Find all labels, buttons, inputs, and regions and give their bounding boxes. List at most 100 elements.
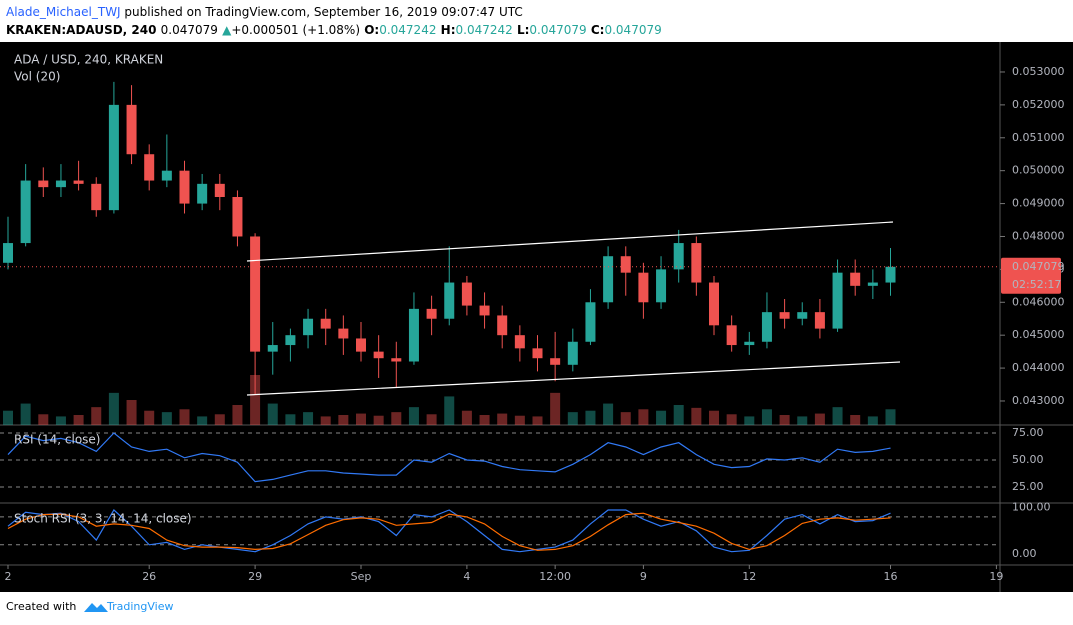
volume-bar <box>408 407 419 425</box>
y-tick-label: 0.045000 <box>1012 328 1065 341</box>
candle-body <box>744 341 755 346</box>
volume-bar <box>479 415 490 425</box>
rsi-tick-label: 50.00 <box>1012 453 1044 466</box>
y-tick-label: 0.050000 <box>1012 164 1065 177</box>
volume-bar <box>585 410 596 425</box>
volume-bar <box>373 415 384 425</box>
volume-bar <box>603 403 614 425</box>
candle-body <box>285 335 296 346</box>
volume-bar <box>761 409 772 425</box>
volume-bar <box>620 412 631 425</box>
volume-bar <box>850 415 861 425</box>
candle-body <box>303 318 314 336</box>
symbol: KRAKEN:ADAUSD, 240 <box>6 23 156 37</box>
candle-body <box>38 180 49 188</box>
candle-body <box>161 170 172 181</box>
volume-bar <box>55 416 66 425</box>
volume-bar <box>550 392 561 425</box>
candle-body <box>91 183 102 211</box>
x-tick-label: 26 <box>142 570 156 583</box>
volume-bar <box>709 410 719 425</box>
volume-bar <box>744 416 755 425</box>
candle-body <box>797 312 808 319</box>
candle-body <box>250 236 261 352</box>
volume-bar <box>532 416 543 425</box>
volume-bar <box>426 414 437 425</box>
x-tick-label: 12:00 <box>539 570 571 583</box>
rsi-tick-label: 25.00 <box>1012 480 1044 493</box>
volume-bar <box>197 416 208 425</box>
volume-bar <box>779 415 790 425</box>
candle-body <box>814 312 825 329</box>
h-label: H: <box>441 23 456 37</box>
volume-bar <box>144 410 155 425</box>
volume-bar <box>497 413 508 425</box>
l-label: L: <box>517 23 529 37</box>
x-tick-label: 2 <box>5 570 12 583</box>
volume-bar <box>461 410 472 425</box>
volume-bar <box>38 414 49 425</box>
rsi-line <box>7 432 891 483</box>
candle-body <box>673 243 684 270</box>
candle-body <box>179 170 190 204</box>
countdown: 02:52:17 <box>1012 278 1061 291</box>
c-label: C: <box>591 23 605 37</box>
volume-bar <box>267 403 278 425</box>
candle-body <box>532 348 543 359</box>
candle-body <box>550 358 561 365</box>
candle-body <box>144 154 155 181</box>
volume-bar <box>567 412 578 425</box>
last-price-label: 0.047079 <box>1012 260 1065 273</box>
y-tick-label: 0.053000 <box>1012 65 1065 78</box>
volume-bar <box>673 405 684 425</box>
candle-body <box>761 312 772 342</box>
volume-bar <box>285 414 296 425</box>
author[interactable]: Alade_Michael_TWJ <box>6 5 121 19</box>
volume-bar <box>126 400 137 425</box>
candle-body <box>867 282 878 286</box>
candle-body <box>197 183 208 204</box>
candle-body <box>832 272 843 329</box>
volume-bar <box>444 396 455 425</box>
volume-bar <box>814 413 825 425</box>
candle-body <box>603 256 614 303</box>
candle-body <box>620 256 631 273</box>
volume-bar <box>797 416 808 425</box>
footer-created: Created with <box>6 600 76 613</box>
arrow: ▲ <box>222 23 232 37</box>
candle-body <box>779 312 790 319</box>
stoch-line <box>7 509 891 553</box>
candle-body <box>709 282 719 326</box>
volume-bar <box>214 414 225 425</box>
volume-bar <box>232 405 243 425</box>
x-tick-label: 9 <box>640 570 647 583</box>
chart-bg <box>0 42 1073 592</box>
last-price-tag <box>1001 257 1061 294</box>
c: 0.047079 <box>604 23 661 37</box>
candle-body <box>426 308 437 319</box>
candle-body <box>638 272 649 303</box>
footer-brand[interactable]: TradingView <box>106 600 173 613</box>
candle-body <box>885 266 896 283</box>
x-tick-label: 12 <box>742 570 756 583</box>
candle-body <box>567 341 578 365</box>
candle-body <box>73 180 84 184</box>
candle-body <box>850 272 861 286</box>
stoch-label: Stoch RSI (3, 3, 14, 14, close) <box>14 512 192 526</box>
x-tick-label: Sep <box>351 570 372 583</box>
candle-body <box>585 302 596 342</box>
rsi-tick-label: 75.00 <box>1012 426 1044 439</box>
candle-body <box>267 345 278 352</box>
y-tick-label: 0.043000 <box>1012 394 1065 407</box>
candle-body <box>691 243 702 283</box>
stoch-line <box>7 512 891 551</box>
volume-bar <box>656 410 667 425</box>
candle-body <box>479 305 490 316</box>
volume-bar <box>726 414 737 425</box>
header-line-2: KRAKEN:ADAUSD, 240 0.047079 ▲+0.000501 (… <box>6 23 662 37</box>
candle-body <box>391 358 402 362</box>
volume-bar <box>161 412 172 425</box>
volume-bar <box>514 415 525 425</box>
volume-bar <box>303 412 314 425</box>
